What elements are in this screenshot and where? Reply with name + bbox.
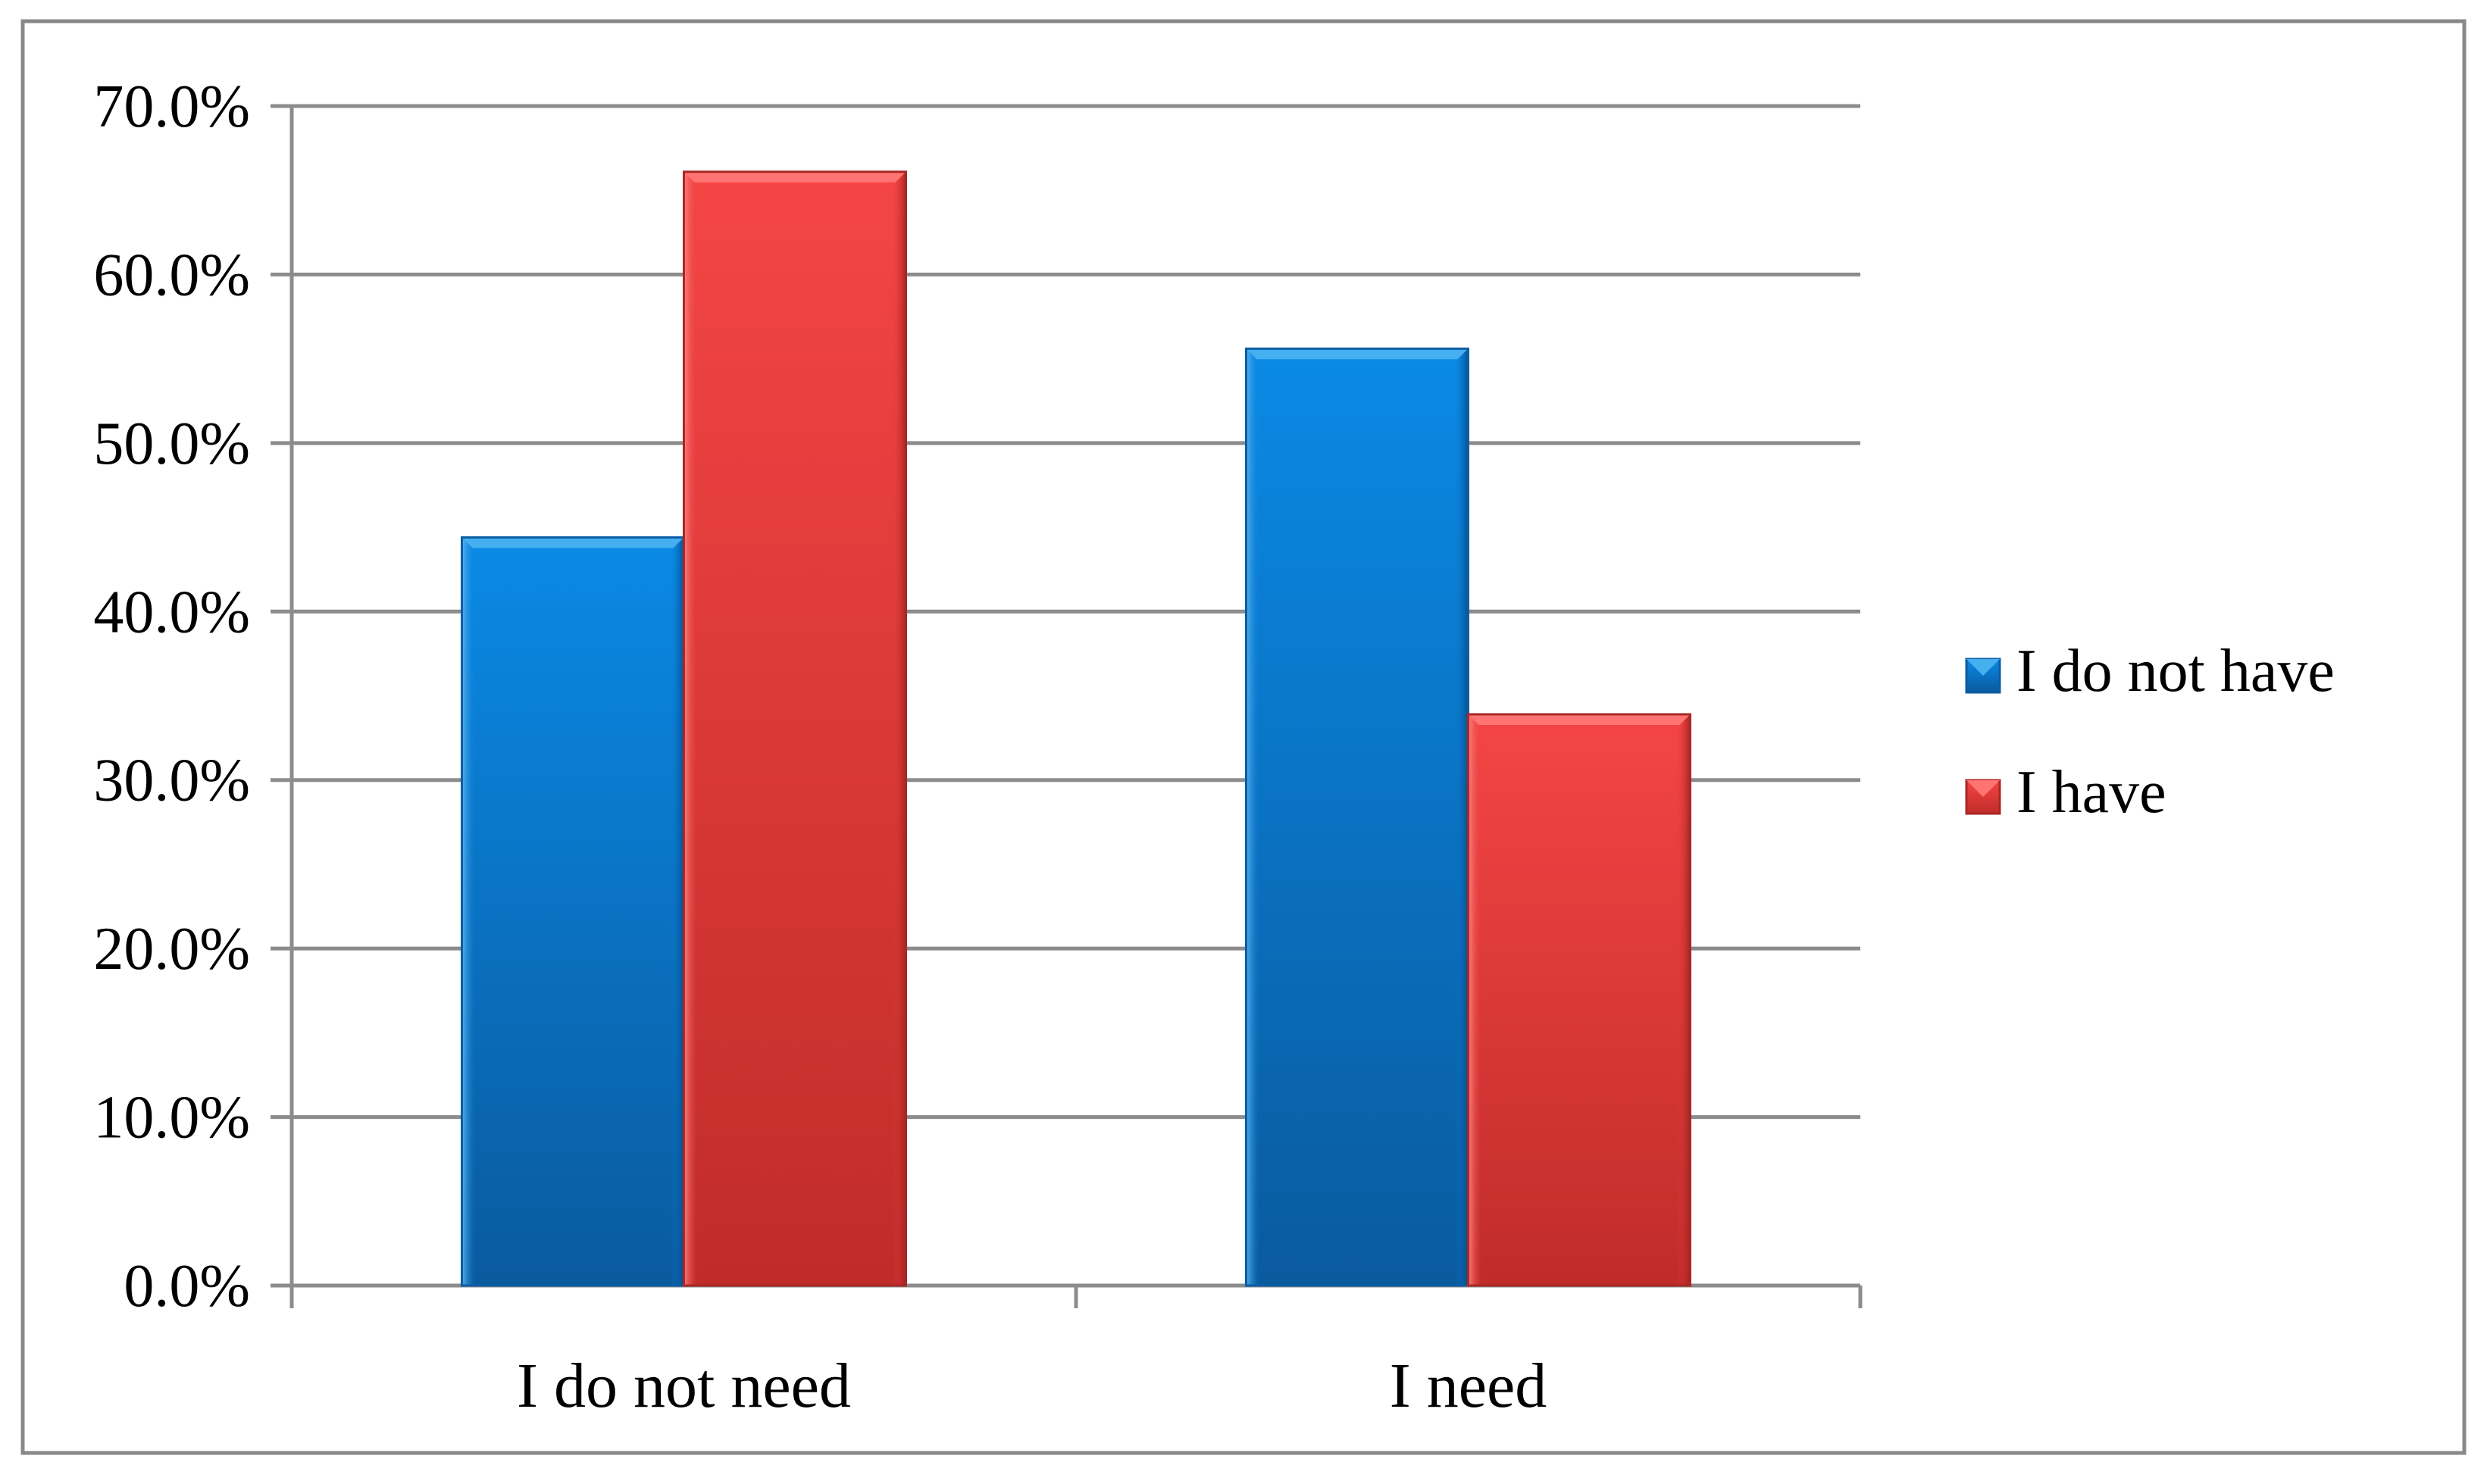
bar-outline (1467, 713, 1691, 1287)
legend-swatch-bevel (1966, 780, 2000, 797)
bar-bevel-sides (461, 537, 684, 1286)
legend-swatch-bevel (1966, 659, 2000, 676)
y-tick-label: 20.0% (93, 916, 250, 983)
bar-bevel-sides (684, 171, 906, 1286)
bar-bevel-top (1468, 714, 1691, 725)
y-tick-label: 70.0% (93, 73, 250, 140)
bar-bevel-top (1246, 348, 1469, 360)
y-tick-label: 40.0% (93, 579, 250, 645)
y-tick-label: 0.0% (124, 1253, 250, 1320)
legend: I do not have I have (1965, 638, 2335, 826)
legend-label: I have (2016, 759, 2166, 826)
bar (1245, 347, 1469, 1287)
bar-bevel-top (461, 537, 684, 548)
y-tick-label: 60.0% (93, 242, 250, 308)
x-category-label: I need (1390, 1351, 1547, 1421)
y-tick-label: 30.0% (93, 748, 250, 814)
legend-item: I have (1965, 759, 2166, 826)
x-category-label: I do not need (517, 1351, 851, 1421)
bar (461, 536, 685, 1287)
bar-bevel-top (684, 171, 906, 183)
bar (1467, 713, 1691, 1287)
legend-label: I do not have (2016, 638, 2335, 705)
y-tick-label: 50.0% (93, 411, 250, 477)
y-tick-label: 10.0% (93, 1085, 250, 1151)
bar (683, 170, 907, 1287)
bar-outline (683, 170, 907, 1287)
bars (461, 170, 1691, 1287)
chart-border (20, 19, 2467, 1455)
bar-bevel-sides (1468, 714, 1691, 1286)
y-tick-labels: 0.0% 10.0% 20.0% 30.0% 40.0% 50.0% 60.0% 70.0% (93, 73, 250, 1320)
legend-item: I do not have (1965, 638, 2335, 705)
bar-bevel-sides (1246, 348, 1469, 1286)
x-category-labels: I do not need I need (517, 1351, 1547, 1421)
